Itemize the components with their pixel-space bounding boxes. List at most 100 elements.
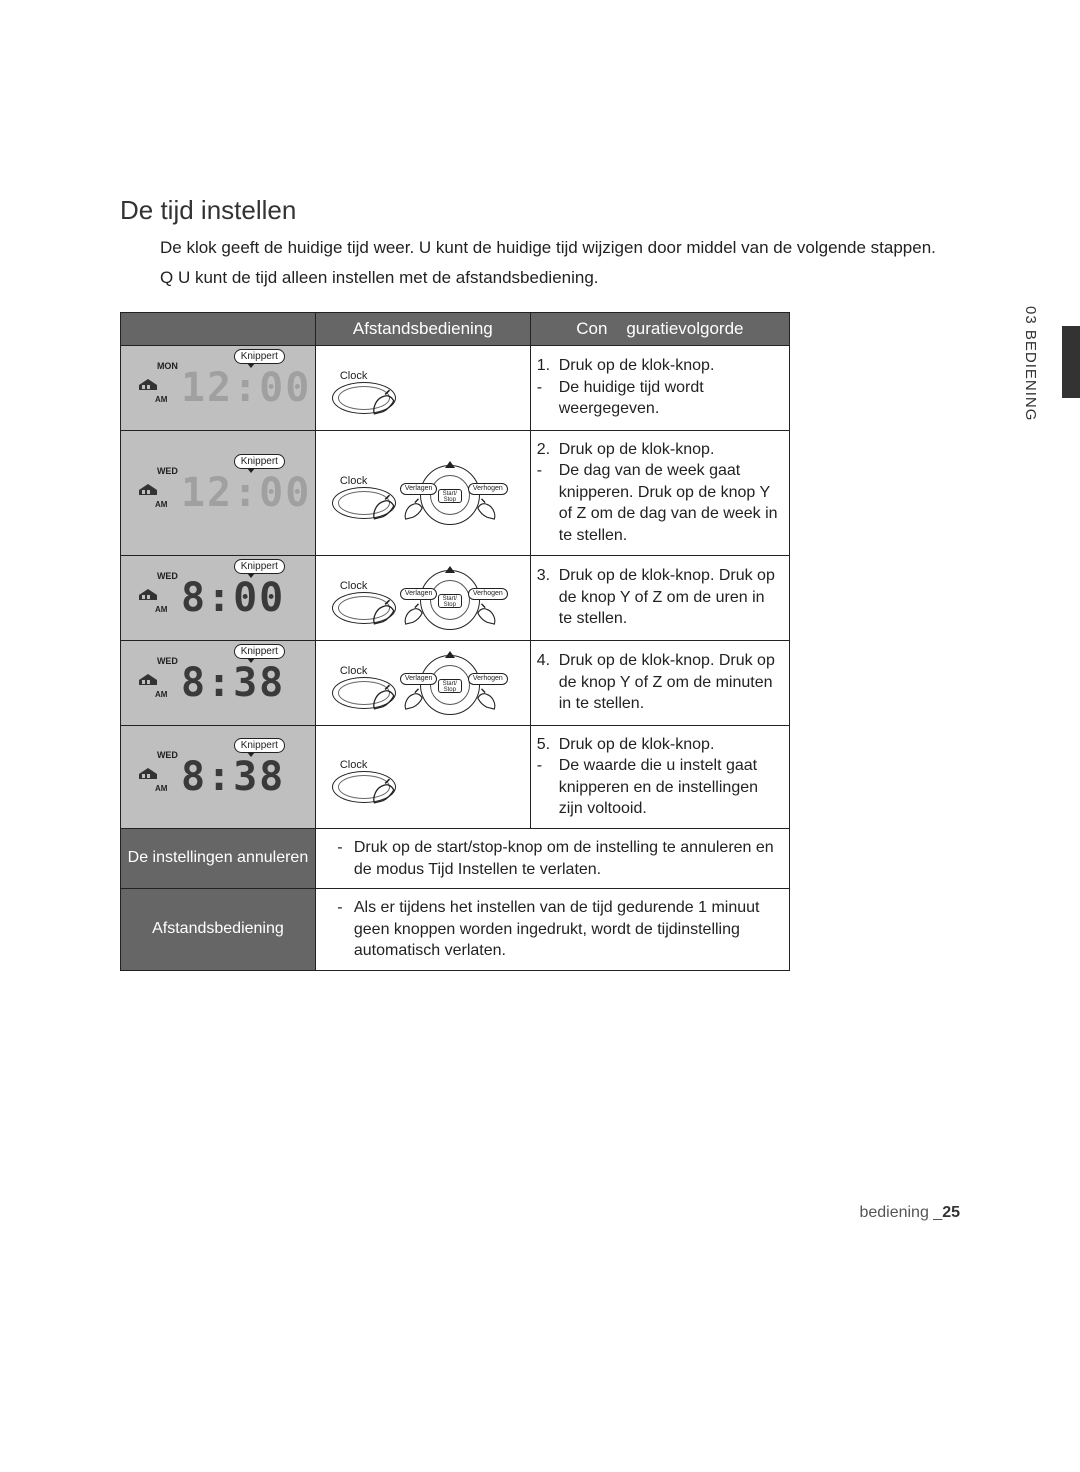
lcd-ampm: AM <box>155 690 167 699</box>
remote-wheel: Start/Stop <box>420 465 480 525</box>
note-text: Q U kunt de tijd alleen instellen met de… <box>160 266 960 290</box>
lcd-digits: 12:00 <box>181 365 311 411</box>
clock-label: Clock <box>340 475 368 487</box>
step-text: Druk op de klok-knop. <box>559 734 715 756</box>
clock-label: Clock <box>340 759 368 771</box>
order-cell: 3. Druk op de klok-knop. Druk op de knop… <box>530 555 789 640</box>
timeout-text-body: Als er tijdens het instellen van de tijd… <box>354 897 779 962</box>
step-text: Druk op de klok-knop. <box>559 439 715 461</box>
blink-bubble: Knippert <box>234 644 285 659</box>
step-number: 2. <box>537 439 559 461</box>
house-icon <box>137 587 159 601</box>
timeout-text: -Als er tijdens het instellen van de tij… <box>315 889 789 971</box>
timeout-row: Afstandsbediening -Als er tijdens het in… <box>121 889 790 971</box>
note-body: U kunt de tijd alleen instellen met de a… <box>178 268 599 287</box>
lcd-digits: 8:38 <box>181 660 285 706</box>
step-number: 4. <box>537 650 559 715</box>
display-cell: Knippert WED AM 12:00 <box>121 430 316 555</box>
step-dash-text: De waarde die u instelt gaat knipperen e… <box>559 755 779 820</box>
lcd-day: WED <box>157 466 178 476</box>
instructions-table: Afstandsbediening Con guratievolgorde Kn… <box>120 312 790 971</box>
lcd-ampm: AM <box>155 395 167 404</box>
lcd-digits: 12:00 <box>181 470 311 516</box>
hand-left-icon <box>402 602 424 626</box>
start-stop-button: Start/Stop <box>438 489 462 503</box>
hand-left-icon <box>402 687 424 711</box>
remote-wheel: Start/Stop <box>420 655 480 715</box>
step-dash-text: De dag van de week gaat knipperen. Druk … <box>559 460 779 546</box>
clock-label: Clock <box>340 370 368 382</box>
step-text: Druk op de klok-knop. Druk op de knop Y … <box>559 565 779 630</box>
display-cell: Knippert WED AM 8:38 <box>121 725 316 828</box>
clock-label: Clock <box>340 580 368 592</box>
display-cell: Knippert MON AM 12:00 <box>121 345 316 430</box>
verhogen-label: Verhogen <box>468 483 508 495</box>
order-cell: 2. Druk op de klok-knop. -De dag van de … <box>530 430 789 555</box>
remote-diagram: Clock Start/Stop Verlagen Verhogen <box>328 647 518 719</box>
blink-bubble: Knippert <box>234 349 285 364</box>
order-cell: 1. Druk op de klok-knop. -De huidige tij… <box>530 345 789 430</box>
house-icon <box>137 766 159 780</box>
order-cell: 5. Druk op de klok-knop. -De waarde die … <box>530 725 789 828</box>
cancel-label: De instellingen annuleren <box>121 828 316 888</box>
table-header-row: Afstandsbediening Con guratievolgorde <box>121 312 790 345</box>
hand-right-icon <box>476 602 498 626</box>
remote-diagram: Clock <box>328 741 518 813</box>
verhogen-label: Verhogen <box>468 673 508 685</box>
hand-icon <box>368 683 398 711</box>
remote-diagram: Clock Start/Stop Verlagen Verhogen <box>328 562 518 634</box>
hand-icon <box>368 598 398 626</box>
blink-bubble: Knippert <box>234 738 285 753</box>
remote-cell: Clock Start/Stop Verlagen Verhogen <box>315 555 530 640</box>
timeout-label: Afstandsbediening <box>121 889 316 971</box>
lcd-display: Knippert WED AM 8:38 <box>133 652 303 714</box>
remote-diagram: Clock Start/Stop Verlagen Verhogen <box>328 457 518 529</box>
header-display <box>121 312 316 345</box>
lcd-ampm: AM <box>155 784 167 793</box>
hand-icon <box>368 777 398 805</box>
verlagen-label: Verlagen <box>400 673 438 685</box>
order-cell: 4. Druk op de klok-knop. Druk op de knop… <box>530 640 789 725</box>
lcd-day: WED <box>157 656 178 666</box>
step-text: Druk op de klok-knop. Druk op de knop Y … <box>559 650 779 715</box>
lcd-digits: 8:38 <box>181 754 285 800</box>
side-tab-bar <box>1062 326 1080 398</box>
hand-left-icon <box>402 497 424 521</box>
lcd-day: MON <box>157 361 178 371</box>
step-number: 3. <box>537 565 559 630</box>
lcd-display: Knippert WED AM 8:38 <box>133 746 303 808</box>
lcd-day: WED <box>157 750 178 760</box>
lcd-day: WED <box>157 571 178 581</box>
lcd-ampm: AM <box>155 605 167 614</box>
step-row: Knippert WED AM 8:38 Clock 5. Druk op de… <box>121 725 790 828</box>
display-cell: Knippert WED AM 8:38 <box>121 640 316 725</box>
header-order: Con guratievolgorde <box>530 312 789 345</box>
verlagen-label: Verlagen <box>400 483 438 495</box>
verhogen-label: Verhogen <box>468 588 508 600</box>
cancel-row: De instellingen annuleren -Druk op de st… <box>121 828 790 888</box>
remote-cell: Clock Start/Stop Verlagen Verhogen <box>315 640 530 725</box>
remote-cell: Clock <box>315 725 530 828</box>
remote-wheel: Start/Stop <box>420 570 480 630</box>
step-row: Knippert MON AM 12:00 Clock 1. Druk op d… <box>121 345 790 430</box>
lcd-digits: 8:00 <box>181 575 285 621</box>
hand-right-icon <box>476 687 498 711</box>
remote-cell: Clock <box>315 345 530 430</box>
cancel-text: -Druk op de start/stop-knop om de instel… <box>315 828 789 888</box>
display-cell: Knippert WED AM 8:00 <box>121 555 316 640</box>
side-tab-label: 03 BEDIENING <box>1022 300 1039 427</box>
step-number: 5. <box>537 734 559 756</box>
remote-diagram: Clock <box>328 352 518 424</box>
blink-bubble: Knippert <box>234 454 285 469</box>
house-icon <box>137 377 159 391</box>
footer-page-number: 25 <box>942 1204 960 1221</box>
hand-icon <box>368 493 398 521</box>
lcd-display: Knippert WED AM 12:00 <box>133 462 303 524</box>
step-row: Knippert WED AM 8:38 Clock Start/Stop Ve… <box>121 640 790 725</box>
page-footer: bediening _25 <box>859 1204 960 1222</box>
verlagen-label: Verlagen <box>400 588 438 600</box>
step-row: Knippert WED AM 8:00 Clock Start/Stop Ve… <box>121 555 790 640</box>
cancel-text-body: Druk op de start/stop-knop om de instell… <box>354 837 779 880</box>
remote-cell: Clock Start/Stop Verlagen Verhogen <box>315 430 530 555</box>
house-icon <box>137 672 159 686</box>
